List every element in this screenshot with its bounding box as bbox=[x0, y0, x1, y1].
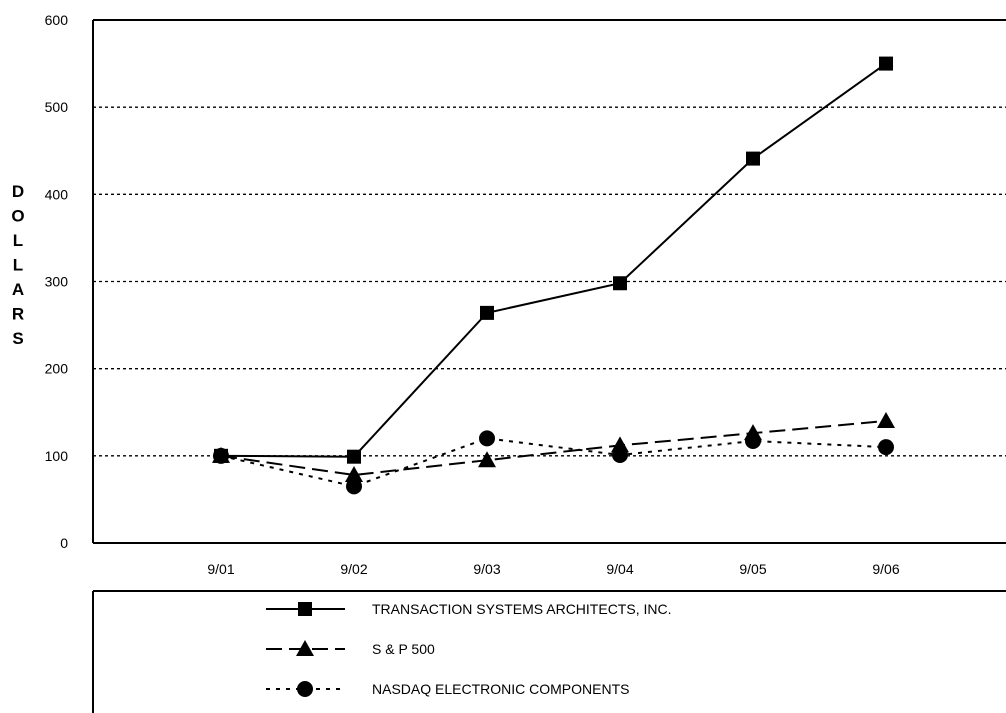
data-point-circle bbox=[213, 447, 229, 464]
x-axis-ticks: 9/01 9/02 9/03 9/04 9/05 9/06 bbox=[207, 561, 899, 577]
series-line bbox=[220, 437, 887, 488]
y-tick-label: 200 bbox=[45, 361, 69, 377]
data-point-square bbox=[879, 56, 893, 71]
data-point-triangle bbox=[345, 466, 363, 483]
legend-marker-circle bbox=[297, 681, 313, 697]
data-point-triangle bbox=[478, 451, 496, 468]
legend-label: NASDAQ ELECTRONIC COMPONENTS bbox=[372, 681, 629, 697]
x-tick-label: 9/02 bbox=[340, 561, 367, 577]
y-axis-label-letter: S bbox=[12, 329, 23, 348]
y-axis-ticks: 0 100 200 300 400 500 600 bbox=[45, 12, 69, 551]
data-point-circle bbox=[612, 446, 628, 463]
x-tick-label: 9/01 bbox=[207, 561, 234, 577]
y-tick-label: 300 bbox=[45, 274, 69, 290]
legend-label: S & P 500 bbox=[372, 641, 435, 657]
legend-label: TRANSACTION SYSTEMS ARCHITECTS, INC. bbox=[372, 601, 671, 617]
y-axis-label-letter: D bbox=[12, 182, 24, 201]
y-axis-label-letter: R bbox=[12, 305, 24, 324]
data-point-square bbox=[347, 449, 361, 464]
series-line bbox=[220, 419, 887, 477]
data-point-circle bbox=[346, 478, 362, 495]
y-tick-label: 100 bbox=[45, 448, 69, 464]
legend-marker-square bbox=[298, 602, 312, 616]
x-tick-label: 9/04 bbox=[606, 561, 633, 577]
legend-marker-triangle bbox=[296, 640, 314, 656]
y-tick-label: 0 bbox=[60, 535, 68, 551]
series-group bbox=[212, 56, 895, 495]
x-tick-label: 9/05 bbox=[739, 561, 766, 577]
y-tick-label: 600 bbox=[45, 12, 69, 28]
x-tick-label: 9/06 bbox=[872, 561, 899, 577]
legend-item: S & P 500 bbox=[266, 640, 435, 657]
y-axis-label-letter: O bbox=[11, 207, 24, 226]
y-axis-label-letter: L bbox=[13, 231, 23, 250]
data-point-circle bbox=[878, 439, 894, 456]
series-line bbox=[220, 62, 887, 458]
series-square bbox=[214, 56, 893, 464]
data-point-square bbox=[746, 151, 760, 166]
data-point-square bbox=[613, 276, 627, 291]
data-point-triangle bbox=[877, 411, 895, 428]
series-circle bbox=[213, 430, 894, 495]
gridlines bbox=[93, 106, 1006, 457]
legend-item: NASDAQ ELECTRONIC COMPONENTS bbox=[266, 681, 629, 697]
legend: TRANSACTION SYSTEMS ARCHITECTS, INC. S & … bbox=[92, 590, 1006, 713]
y-tick-label: 500 bbox=[45, 99, 69, 115]
x-tick-label: 9/03 bbox=[473, 561, 500, 577]
y-axis-label-letter: L bbox=[13, 256, 23, 275]
y-tick-label: 400 bbox=[45, 186, 69, 202]
series-triangle bbox=[212, 411, 895, 483]
y-axis-label-letter: A bbox=[12, 280, 24, 299]
legend-item: TRANSACTION SYSTEMS ARCHITECTS, INC. bbox=[266, 601, 671, 617]
data-point-circle bbox=[745, 433, 761, 450]
data-point-square bbox=[480, 305, 494, 320]
data-point-circle bbox=[479, 430, 495, 447]
